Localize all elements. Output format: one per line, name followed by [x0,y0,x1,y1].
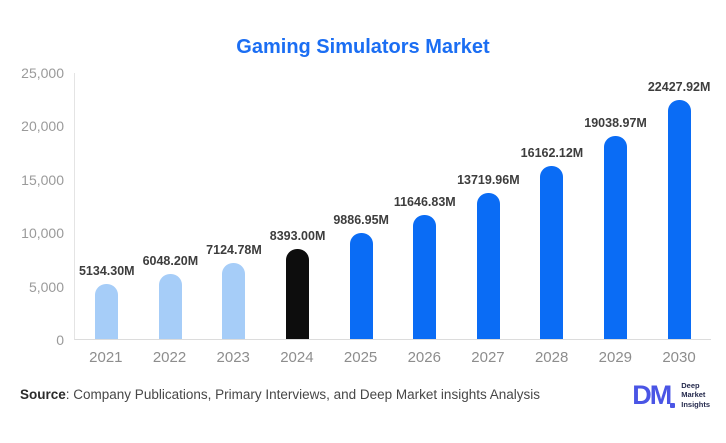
source-label: Source [20,387,66,402]
bar-value-label: 6048.20M [142,254,199,269]
bar-column-2023: 7124.78M [202,73,265,339]
x-axis-label-2025: 2025 [343,349,378,366]
y-tick-label: 15,000 [21,171,64,188]
bar-2028 [540,166,564,339]
bar-value-label: 19038.97M [584,115,647,130]
y-tick-label: 5,000 [28,278,64,295]
source-text: : Company Publications, Primary Intervie… [65,387,540,402]
dm-logo-icon: DM [632,381,676,409]
bar-column-2029: 19038.97M [584,73,647,339]
bar-2029 [604,135,628,339]
chart-title: Gaming Simulators Market [236,36,490,58]
bar-column-2026: 11646.83M [393,73,456,339]
bar-2026 [413,214,437,339]
bar-2022 [158,274,182,339]
y-tick-label: 20,000 [21,118,64,135]
bar-value-label: 8393.00M [269,229,326,244]
bar-value-label: 5134.30M [78,264,135,279]
bar-2021 [95,284,119,339]
bar-column-2024: 8393.00M [266,73,329,339]
bar-column-2030: 22427.92M [648,73,711,339]
bar-2030 [667,99,691,339]
brand-logo: DM Deep Market Insights [632,381,710,409]
bar-2023 [222,262,246,339]
x-axis-label-2023: 2023 [216,349,250,366]
x-axis-label-2028: 2028 [534,349,569,366]
x-axis-label-2026: 2026 [407,349,441,366]
bar-column-2022: 6048.20M [139,73,202,339]
bar-2025 [349,233,373,339]
bar-value-label: 11646.83M [393,194,456,209]
x-axis-label-2024: 2024 [280,349,314,366]
bar-column-2027: 13719.96M [457,73,520,339]
x-axis-labels: 2021 2022 2023 2024 2025 2026 2027 2028 2029 2030 [74,349,711,366]
source-note: Source: Company Publications, Primary In… [20,387,540,402]
x-axis-label-2030: 2030 [662,349,696,366]
logo-text: Deep Market Insights [681,381,710,409]
x-axis-label-2029: 2029 [598,349,633,366]
x-axis-label-2021: 2021 [89,349,123,366]
bar-2027 [476,192,500,339]
bar-2024 [286,249,310,339]
x-axis-label-2022: 2022 [152,349,187,366]
y-tick-label: 0 [56,332,64,348]
y-tick-label: 25,000 [21,65,64,81]
bar-value-label: 9886.95M [333,213,389,228]
y-axis: 25,000 20,000 15,000 10,000 5,000 0 [0,65,64,348]
bar-column-2021: 5134.30M [75,73,138,339]
y-tick-label: 10,000 [21,225,64,242]
bar-column-2025: 9886.95M [330,73,393,339]
bar-value-label: 16162.12M [520,146,584,161]
bar-value-label: 13719.96M [457,172,520,187]
plot-area: 5134.30M 6048.20M 7124.78M 8393.00M 9886.95M… [74,73,711,340]
bar-value-label: 22427.92M [647,79,711,94]
bar-column-2028: 16162.12M [520,73,583,339]
x-axis-label-2027: 2027 [471,349,505,366]
bar-value-label: 7124.78M [206,242,262,257]
